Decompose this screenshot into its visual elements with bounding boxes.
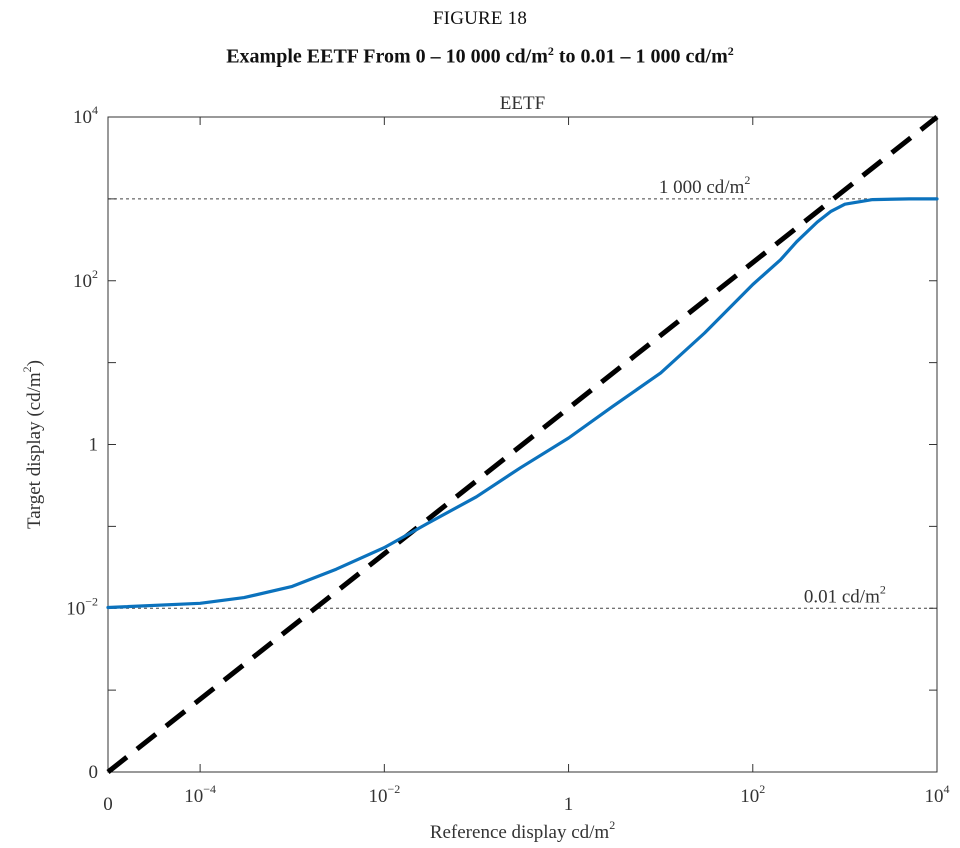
x-tick-label-1: 10−4 [184,782,216,807]
chart-title: EETF [500,93,545,114]
series-layer [106,115,939,774]
y-tick-label-8: 104 [73,103,98,128]
y-tick-label-0: 0 [89,762,99,783]
x-tick-label-4: 102 [740,782,765,807]
reference-label-1: 0.01 cd/m2 [804,582,886,607]
figure-title-part-2: to 0.01 – 1 000 cd/m [553,45,728,68]
y-tick-label-2: 10−2 [66,594,98,619]
series-line-solid [106,197,939,610]
x-tick-label-2: 10−2 [368,782,400,807]
figure-title-part-1: Example EETF From 0 – 10 000 cd/m [226,45,548,68]
y-tick-label-6: 102 [73,267,98,292]
y-axis-title: Target display (cd/m2) [20,360,45,529]
x-axis-title: Reference display cd/m2 [430,818,615,843]
figure-title-sup-2: 2 [727,44,734,58]
x-tick-label-5: 104 [925,782,950,807]
reference-lines [108,198,937,609]
reference-label-0: 1 000 cd/m2 [659,173,751,198]
labels-layer: 1 000 cd/m2 0.01 cd/m2 0 10−4 10−2 1 102 104 0 10… [20,93,950,843]
y-tick-label-4: 1 [89,435,99,456]
x-tick-label-0: 0 [103,794,113,815]
figure-title: Example EETF From 0 – 10 000 cd/m2 to 0.… [0,44,960,69]
x-tick-label-3: 1 [564,794,574,815]
axis-ticks [107,116,938,773]
figure-label: FIGURE 18 [432,8,528,29]
figure-title-sup-1: 2 [547,44,554,58]
series-line-dashed [106,115,939,774]
